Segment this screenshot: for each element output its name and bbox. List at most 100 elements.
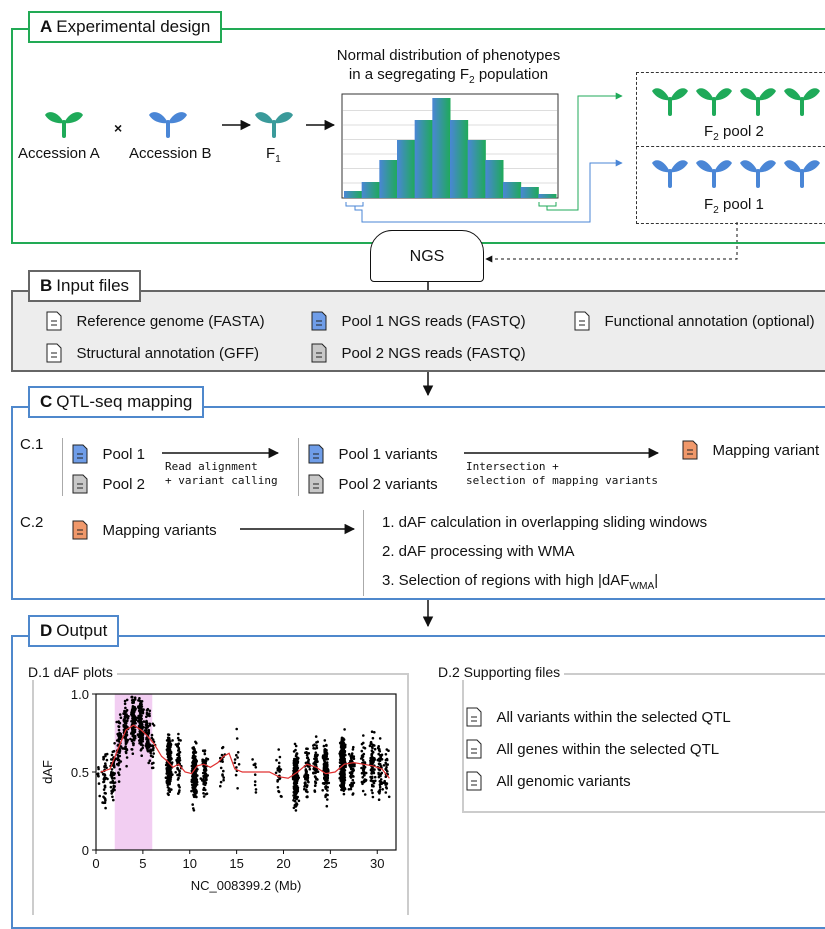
variant-point [380, 758, 384, 761]
variant-point [363, 761, 367, 765]
section-d-title: Output [56, 621, 108, 640]
variant-point [167, 789, 170, 792]
variant-point [342, 792, 346, 796]
variant-point [292, 794, 295, 797]
variant-point [338, 741, 342, 745]
variant-point [132, 742, 135, 745]
variant-point [130, 720, 133, 723]
variant-point [376, 758, 380, 762]
variant-point [124, 738, 127, 742]
section-b-header: B Input files [28, 270, 142, 302]
variant-point [139, 705, 143, 709]
variant-point [222, 778, 225, 782]
variant-point [149, 751, 152, 755]
variant-point [352, 745, 355, 749]
variant-point [146, 738, 150, 742]
variant-point [361, 776, 365, 779]
variant-point [324, 795, 327, 799]
variant-point [112, 798, 115, 802]
variant-point [130, 748, 133, 751]
variant-point [102, 773, 105, 776]
variant-point [292, 778, 295, 781]
variant-point [343, 728, 346, 731]
variant-point [236, 787, 239, 790]
variant-point [362, 734, 365, 737]
variant-point [315, 744, 318, 747]
variant-point [124, 750, 128, 754]
variant-point [204, 759, 207, 763]
c1-pool2-variants: Pool 2 variants [308, 474, 438, 494]
variant-point [152, 761, 155, 765]
step-1: 1. dAF calculation in overlapping slidin… [382, 514, 708, 531]
variant-point [152, 724, 156, 727]
variant-point [152, 752, 155, 755]
variant-point [125, 764, 128, 768]
variant-point [372, 771, 376, 775]
teal-sprout-icon [255, 112, 293, 138]
variant-point [362, 768, 365, 771]
variant-point [369, 768, 373, 772]
variant-point [306, 777, 309, 780]
d2-frame [462, 673, 825, 813]
variant-point [361, 758, 365, 762]
sprout-icon [784, 88, 820, 116]
variant-point [147, 730, 151, 734]
variant-point [234, 773, 238, 777]
variant-point [168, 754, 172, 757]
variant-point [325, 804, 329, 808]
variant-point [374, 779, 377, 783]
variant-point [253, 773, 257, 776]
variant-point [140, 748, 143, 751]
variant-point [369, 779, 373, 782]
variant-point [105, 758, 109, 762]
variant-point [349, 756, 353, 760]
hist-bar [379, 160, 398, 198]
green-sprout-icon [45, 112, 83, 138]
variant-point [294, 805, 298, 808]
hist-bar [432, 98, 451, 198]
variant-point [315, 754, 318, 757]
variant-point [341, 747, 344, 750]
variant-point [193, 773, 196, 777]
variant-point [277, 748, 280, 751]
variant-point [111, 790, 114, 793]
hist-bar [520, 187, 539, 198]
variant-point [295, 757, 299, 760]
variant-point [303, 775, 306, 779]
variant-point [341, 785, 344, 789]
variant-point [109, 781, 112, 784]
variant-point [117, 725, 121, 729]
variant-point [280, 795, 283, 798]
variant-point [321, 756, 325, 760]
variant-point [306, 795, 309, 799]
variant-point [138, 715, 141, 718]
variant-point [137, 733, 141, 736]
y-axis-label: dAF [40, 760, 55, 784]
variant-point [222, 776, 225, 779]
variant-point [316, 770, 320, 773]
variant-point [312, 744, 315, 747]
section-d-letter: D [40, 621, 53, 640]
variant-point [384, 791, 388, 794]
variant-point [133, 736, 137, 740]
variant-point [138, 739, 141, 742]
variant-point [370, 745, 374, 749]
variant-point [360, 754, 364, 758]
variant-point [117, 738, 120, 741]
variant-point [340, 739, 344, 742]
variant-point [132, 730, 135, 733]
variant-point [138, 718, 141, 721]
file-label: Pool 2 NGS reads (FASTQ) [341, 344, 526, 362]
variant-point [204, 788, 207, 792]
variant-point [193, 775, 197, 779]
variant-point [146, 749, 150, 753]
daf-plot: 0 5 10 15 20 25 30 0 0.5 1.0 NC_008399.2 (Mb) dA… [40, 687, 397, 893]
variant-point [235, 766, 238, 769]
variant-point [297, 799, 301, 803]
variant-point [276, 786, 280, 789]
variant-point [142, 720, 146, 723]
variant-point [373, 757, 376, 760]
variant-point [295, 797, 299, 801]
variant-point [104, 799, 107, 802]
variant-point [339, 761, 342, 764]
